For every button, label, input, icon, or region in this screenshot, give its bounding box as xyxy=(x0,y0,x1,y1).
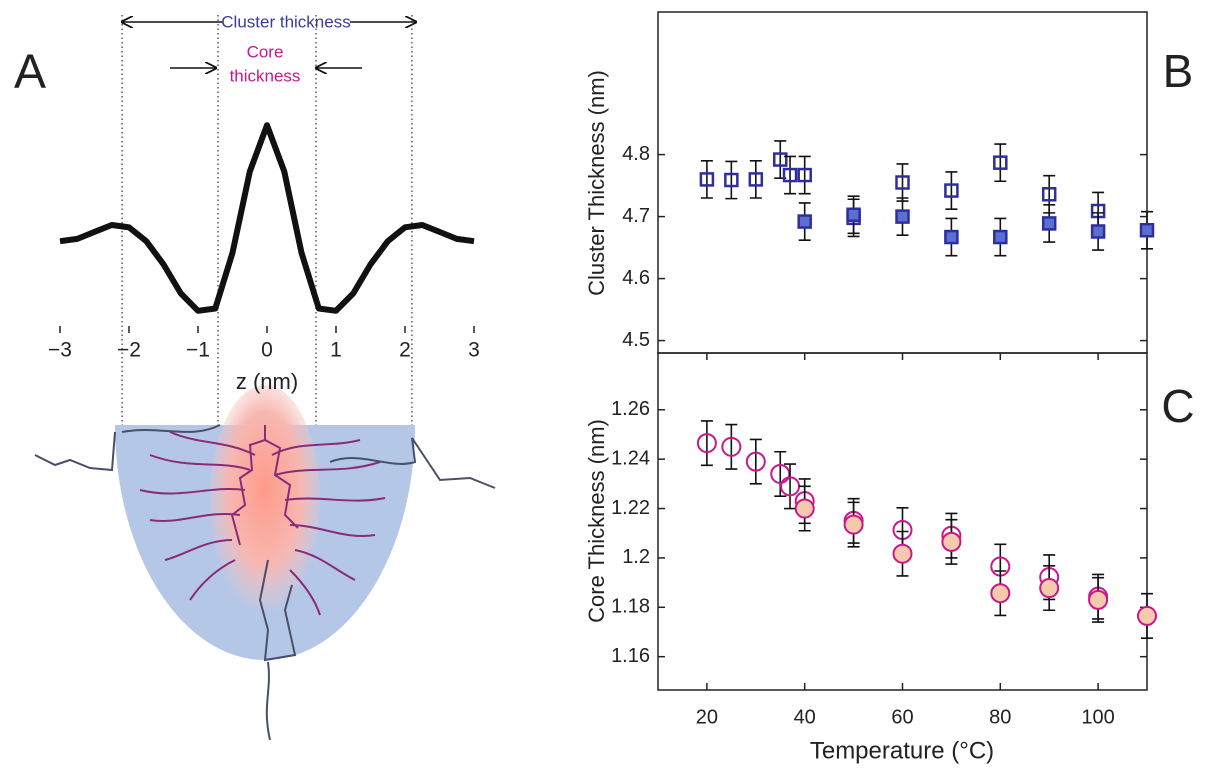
data-point xyxy=(895,209,910,224)
y-axis-label: Cluster Thickness (nm) xyxy=(584,70,609,296)
error-bar xyxy=(774,450,787,497)
data-point xyxy=(993,229,1008,245)
micelle-sketch xyxy=(34,385,496,741)
core-label: thickness xyxy=(230,66,301,85)
data-point xyxy=(748,172,764,187)
error-bar xyxy=(700,420,713,467)
data-point xyxy=(944,229,959,245)
y-tick-label: 1.18 xyxy=(611,596,650,618)
x-tick-label: −1 xyxy=(186,339,210,362)
y-axis-label: Core Thickness (nm) xyxy=(584,419,609,623)
x-tick-label: 40 xyxy=(794,706,816,728)
data-point xyxy=(1139,222,1155,238)
x-tick-label: 3 xyxy=(468,339,480,362)
data-point xyxy=(782,167,798,183)
error-bar xyxy=(725,160,738,200)
profile-line xyxy=(59,122,475,314)
x-tick-label: 60 xyxy=(891,706,913,728)
data-point xyxy=(895,175,910,190)
x-axis-label: z (nm) xyxy=(236,369,298,394)
x-tick-label: 100 xyxy=(1081,706,1114,728)
error-bar xyxy=(784,463,797,510)
y-tick-label: 1.16 xyxy=(611,645,650,667)
data-point xyxy=(721,436,742,457)
error-bar xyxy=(798,155,811,195)
error-bar xyxy=(749,438,762,485)
data-point xyxy=(843,514,864,535)
data-point xyxy=(846,207,861,222)
core-label: Core xyxy=(247,42,284,61)
y-tick-label: 1.26 xyxy=(611,398,650,420)
error-bar xyxy=(784,155,797,195)
error-bar xyxy=(749,160,762,199)
error-bar xyxy=(896,163,909,202)
panel-label: A xyxy=(14,46,46,99)
y-tick-label: 4.8 xyxy=(622,143,650,165)
chains xyxy=(139,425,386,616)
plots: −3 −2 −1 0 1 2 3 4.5 4.6 4.7 4.8 1.16 1.18 1.2 1.22 1.2… xyxy=(48,11,1157,728)
data-point xyxy=(794,498,815,519)
data-point xyxy=(1090,224,1106,239)
data-point xyxy=(1088,589,1109,610)
x-tick-label: 20 xyxy=(696,706,718,728)
data-point xyxy=(944,183,959,198)
tails xyxy=(34,424,496,741)
y-tick-label: 4.6 xyxy=(622,267,650,289)
panel-label: C xyxy=(1161,380,1194,432)
error-bar xyxy=(725,423,738,470)
data-point xyxy=(1041,216,1057,231)
error-bar xyxy=(994,143,1007,183)
micelle-core xyxy=(210,385,320,615)
data-point xyxy=(1039,578,1060,599)
y-tick-label: 1.24 xyxy=(611,447,650,469)
x-tick-label: 80 xyxy=(989,706,1011,728)
data-point xyxy=(1137,605,1157,626)
y-tick-label: 1.22 xyxy=(611,497,650,519)
x-axis-label: Temperature (°C) xyxy=(810,737,994,764)
data-point xyxy=(699,172,715,187)
x-tick-label: −2 xyxy=(117,339,141,362)
y-tick-label: 4.5 xyxy=(622,329,650,351)
y-tick-label: 4.7 xyxy=(622,205,650,227)
x-tick-label: 2 xyxy=(399,339,411,362)
data-point xyxy=(745,451,766,472)
x-tick-label: 0 xyxy=(261,339,273,362)
x-tick-label: −3 xyxy=(48,339,72,362)
panel-label: B xyxy=(1163,45,1194,97)
data-point xyxy=(993,155,1008,170)
data-point xyxy=(1041,187,1057,202)
error-bar xyxy=(945,171,958,210)
x-tick-label: 1 xyxy=(330,339,342,362)
y-tick-label: 1.2 xyxy=(622,546,650,568)
data-point xyxy=(797,214,812,229)
data-point xyxy=(773,152,788,167)
data-point xyxy=(797,167,812,183)
data-point xyxy=(696,433,717,454)
data-point xyxy=(724,172,739,188)
data-point xyxy=(941,531,962,552)
data-point xyxy=(892,543,913,564)
data-point xyxy=(990,583,1011,604)
cluster-label: Cluster thickness xyxy=(221,12,350,31)
error-bar xyxy=(700,160,713,199)
